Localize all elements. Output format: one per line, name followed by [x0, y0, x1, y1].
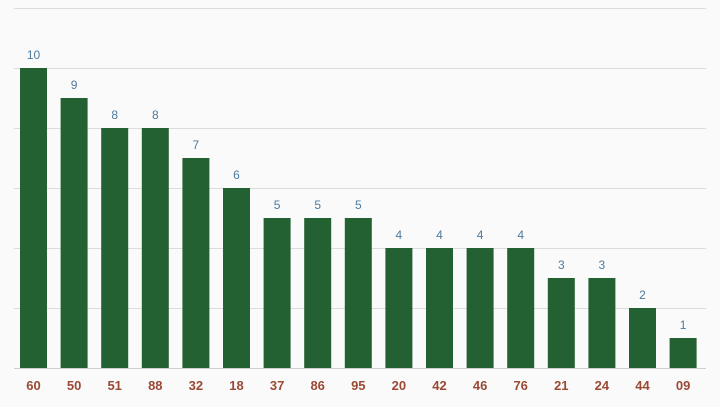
category-label-86: 86: [310, 378, 324, 393]
value-label-60: 10: [27, 48, 41, 62]
category-label-88: 88: [148, 378, 162, 393]
value-label-46: 4: [477, 228, 484, 242]
category-label-20: 20: [392, 378, 406, 393]
bar-09: [669, 338, 697, 368]
category-label-42: 42: [432, 378, 446, 393]
value-label-42: 4: [436, 228, 443, 242]
bar-88: [141, 128, 169, 368]
value-label-37: 5: [274, 198, 281, 212]
bar-18: [223, 188, 250, 368]
bar-37: [263, 218, 291, 368]
value-label-88: 8: [152, 108, 159, 122]
bar-76: [507, 248, 535, 368]
bar-20: [385, 248, 413, 368]
category-label-46: 46: [473, 378, 487, 393]
category-label-09: 09: [676, 378, 690, 393]
category-label-24: 24: [595, 378, 610, 393]
value-label-09: 1: [680, 318, 687, 332]
value-labels: 10 9 8 8 7 6 5 5 5 4 4 4 4 3 3 2 1: [27, 48, 687, 332]
bar-51: [101, 128, 129, 368]
bar-86: [304, 218, 332, 368]
value-label-86: 5: [314, 198, 321, 212]
bars: [20, 68, 697, 368]
bar-21: [547, 278, 575, 368]
category-label-60: 60: [26, 378, 40, 393]
bar-42: [426, 248, 453, 368]
value-label-76: 4: [517, 228, 524, 242]
category-label-50: 50: [67, 378, 81, 393]
category-labels: 60 50 51 88 32 18 37 86 95 20 42 46 76 21 24 44 09: [26, 378, 690, 393]
value-label-21: 3: [558, 258, 565, 272]
category-label-76: 76: [513, 378, 527, 393]
category-label-21: 21: [554, 378, 568, 393]
value-label-18: 6: [233, 168, 240, 182]
bar-60: [20, 68, 47, 368]
value-label-32: 7: [193, 138, 200, 152]
value-label-24: 3: [599, 258, 606, 272]
bar-46: [466, 248, 494, 368]
category-label-95: 95: [351, 378, 365, 393]
value-label-50: 9: [71, 78, 78, 92]
value-label-20: 4: [396, 228, 403, 242]
value-label-51: 8: [111, 108, 118, 122]
value-label-95: 5: [355, 198, 362, 212]
bar-50: [60, 98, 88, 368]
category-label-37: 37: [270, 378, 284, 393]
category-label-18: 18: [229, 378, 243, 393]
bar-32: [182, 158, 210, 368]
bar-24: [588, 278, 616, 368]
category-label-51: 51: [107, 378, 121, 393]
value-label-44: 2: [639, 288, 646, 302]
category-label-44: 44: [635, 378, 650, 393]
bar-95: [344, 218, 372, 368]
bar-44: [629, 308, 656, 368]
category-label-32: 32: [189, 378, 203, 393]
